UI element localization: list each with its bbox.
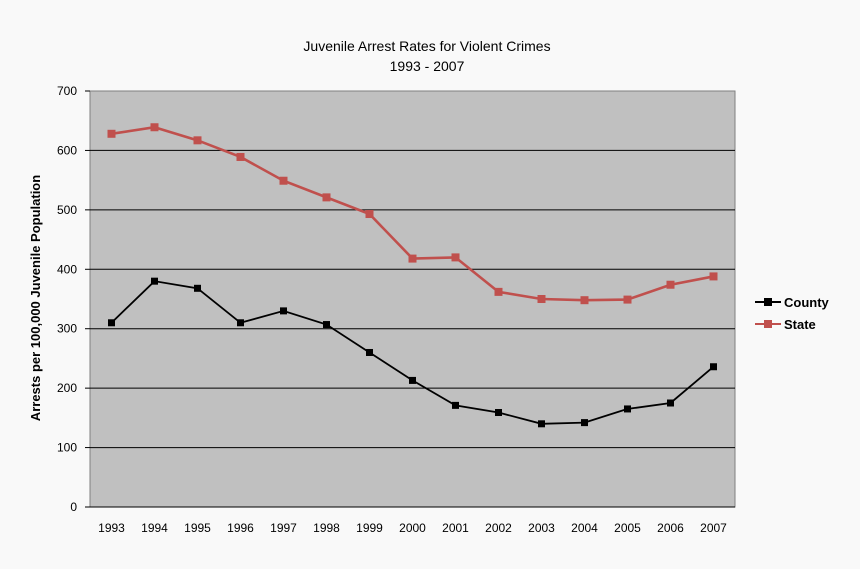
y-tick-label: 0 bbox=[70, 500, 77, 514]
x-tick-label: 2004 bbox=[571, 521, 598, 535]
x-tick-label: 1997 bbox=[270, 521, 297, 535]
county-data-point bbox=[710, 363, 717, 371]
legend: County State bbox=[755, 295, 830, 332]
county-data-point bbox=[452, 401, 459, 409]
county-data-point bbox=[323, 321, 330, 329]
x-axis-ticks: 1993 1994 1995 1996 1997 1998 1999 2000 2001 2002… bbox=[90, 506, 735, 535]
x-tick-label: 2002 bbox=[485, 521, 512, 535]
series-lines bbox=[107, 123, 718, 428]
county-data-point bbox=[151, 277, 158, 285]
state-data-point bbox=[107, 129, 116, 138]
legend-label-county: County bbox=[784, 295, 830, 310]
legend-marker-county bbox=[764, 298, 772, 306]
state-data-point bbox=[623, 295, 632, 304]
county-data-point bbox=[108, 319, 115, 327]
x-tick-label: 2006 bbox=[657, 521, 684, 535]
chart-title: Juvenile Arrest Rates for Violent Crimes bbox=[303, 38, 550, 54]
state-data-point bbox=[451, 253, 460, 262]
x-tick-label: 2007 bbox=[700, 521, 727, 535]
county-data-point bbox=[624, 405, 631, 413]
county-data-point bbox=[538, 420, 545, 428]
y-tick-label: 500 bbox=[57, 203, 77, 217]
county-data-point bbox=[194, 284, 201, 292]
county-data-point bbox=[495, 409, 502, 417]
state-data-point bbox=[236, 152, 245, 161]
y-axis-ticks: 0 100 200 300 400 500 600 700 bbox=[57, 84, 90, 514]
x-tick-label: 2003 bbox=[528, 521, 555, 535]
x-tick-label: 1994 bbox=[141, 521, 168, 535]
county-data-point bbox=[280, 307, 287, 315]
state-data-point bbox=[193, 136, 202, 145]
y-tick-label: 300 bbox=[57, 322, 77, 336]
state-data-point bbox=[537, 295, 546, 303]
state-data-point bbox=[365, 210, 374, 219]
state-data-point bbox=[150, 123, 159, 132]
state-data-point bbox=[580, 296, 589, 305]
chart-subtitle: 1993 - 2007 bbox=[390, 58, 465, 74]
county-data-point bbox=[581, 419, 588, 427]
x-tick-label: 1993 bbox=[98, 521, 125, 535]
county-data-point bbox=[409, 376, 416, 384]
grid-lines bbox=[90, 149, 735, 449]
x-tick-label: 2001 bbox=[442, 521, 469, 535]
state-data-point bbox=[709, 272, 718, 281]
state-data-point bbox=[408, 254, 417, 263]
legend-label-state: State bbox=[784, 317, 816, 332]
plot-area bbox=[89, 90, 736, 508]
x-tick-label: 1999 bbox=[356, 521, 383, 535]
x-tick-label: 1995 bbox=[184, 521, 211, 535]
state-data-point bbox=[494, 287, 503, 296]
state-data-point bbox=[279, 176, 288, 185]
y-axis-title: Arrests per 100,000 Juvenile Population bbox=[28, 175, 43, 421]
y-tick-label: 100 bbox=[57, 441, 77, 455]
x-tick-label: 2000 bbox=[399, 521, 426, 535]
county-data-point bbox=[237, 319, 244, 327]
state-data-point bbox=[666, 280, 675, 289]
y-tick-label: 600 bbox=[57, 143, 77, 157]
state-data-point bbox=[322, 193, 331, 202]
x-tick-label: 1998 bbox=[313, 521, 340, 535]
county-data-point bbox=[366, 348, 373, 356]
x-tick-label: 2005 bbox=[614, 521, 641, 535]
county-data-point bbox=[667, 399, 674, 407]
x-tick-label: 1996 bbox=[227, 521, 254, 535]
y-tick-label: 200 bbox=[57, 381, 77, 395]
legend-marker-state bbox=[764, 320, 772, 328]
y-tick-label: 700 bbox=[57, 84, 77, 98]
y-tick-label: 400 bbox=[57, 262, 77, 276]
